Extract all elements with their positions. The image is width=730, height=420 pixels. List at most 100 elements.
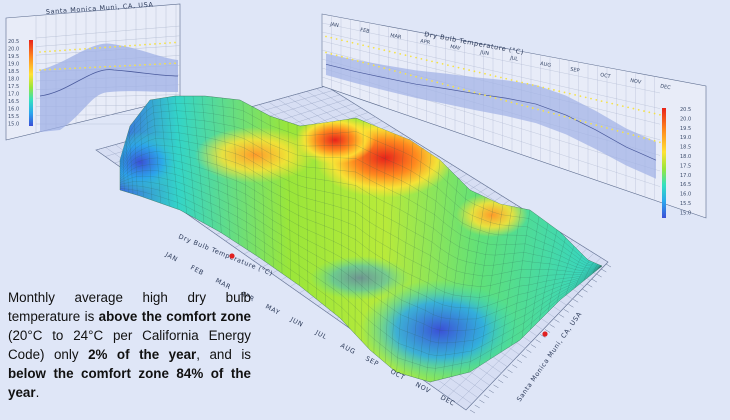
floor-tick <box>549 324 555 328</box>
left-comfort-dot-upper <box>84 47 86 50</box>
left-legend-value: 15.5 <box>8 114 19 120</box>
right-comfort-dot-upper <box>335 38 338 40</box>
surface-mesh-line <box>133 120 138 196</box>
left-comfort-dot-upper <box>104 46 106 49</box>
left-comfort-dot-upper <box>54 50 56 52</box>
surface-mesh-line <box>120 125 602 268</box>
surface-mesh-line <box>251 106 257 256</box>
right-comfort-dot-lower <box>489 95 492 98</box>
right-comfort-dot-lower <box>611 128 614 131</box>
surface-mesh-line <box>120 151 602 287</box>
right-comfort-dot-lower <box>484 94 486 97</box>
left-comfort-dot-upper <box>129 44 131 47</box>
right-comfort-dot-upper <box>341 39 343 42</box>
surface-mesh-line <box>511 209 531 346</box>
left-comfort-dot-lower <box>79 67 81 69</box>
right-comfort-dot-lower <box>505 100 508 102</box>
left-comfort-dot-lower <box>169 62 171 65</box>
right-comfort-dot-lower <box>648 138 651 141</box>
left-comfort-dot-upper <box>59 49 61 52</box>
surface-mesh-line <box>120 110 602 267</box>
marker-right <box>542 331 548 337</box>
right-panel-grid-line <box>321 22 661 94</box>
surface-mesh-line <box>296 124 300 286</box>
right-comfort-dot-upper <box>447 64 449 67</box>
left-comfort-dot-upper <box>144 43 146 46</box>
surface-mesh <box>120 96 602 382</box>
temperature-surface <box>119 95 603 383</box>
right-comfort-dot-upper <box>494 75 497 78</box>
right-comfort-dot-lower <box>606 127 608 129</box>
right-comfort-dot-lower <box>478 92 481 95</box>
left-comfort-dot-upper <box>74 48 76 51</box>
floor-tick <box>469 409 476 414</box>
floor-tick <box>582 289 588 293</box>
right-comfort-dot-upper <box>584 96 587 99</box>
front-month-label: JUL <box>313 328 328 341</box>
right-comfort-dot-lower <box>574 118 576 121</box>
marker-left <box>229 253 235 259</box>
left-comfort-dot-lower <box>109 65 111 68</box>
left-panel-grid-line <box>35 35 181 47</box>
right-comfort-dot-upper <box>643 110 645 112</box>
right-comfort-dot-lower <box>452 85 455 88</box>
left-comfort-dot-upper <box>39 51 41 53</box>
left-legend-value: 16.0 <box>8 107 19 113</box>
left-legend-value: 20.5 <box>8 39 19 45</box>
surface-mesh-line <box>120 164 602 309</box>
right-comfort-dot-upper <box>558 90 561 93</box>
right-comfort-dot-lower <box>579 119 582 122</box>
left-comfort-dot-lower <box>84 66 86 69</box>
left-comfort-dot-upper <box>44 50 46 53</box>
left-comfort-dot-upper <box>79 48 81 51</box>
right-comfort-dot-upper <box>367 45 370 48</box>
surface-mesh-line <box>379 130 387 359</box>
right-panel-month-label: SEP <box>570 67 580 75</box>
surface-mesh-line <box>125 139 129 193</box>
right-comfort-dot-upper <box>399 53 402 55</box>
left-comfort-dot-upper <box>99 46 101 49</box>
right-comfort-dot-upper <box>484 72 486 75</box>
left-comfort-dot-lower <box>124 64 126 67</box>
right-comfort-dot-upper <box>659 113 661 116</box>
left-comfort-dot-lower <box>139 64 141 66</box>
right-comfort-dot-lower <box>547 111 550 114</box>
right-comfort-dot-upper <box>356 43 359 45</box>
right-comfort-dot-upper <box>579 95 582 98</box>
floor-tick <box>483 394 490 399</box>
left-legend-ticks: 20.5 20.019.5 19.018.5 18.017.5 17.016.5 16.0… <box>8 39 19 128</box>
right-legend-value: 18.5 <box>680 145 691 151</box>
surface-mesh-line <box>442 186 468 379</box>
surface-mesh-line <box>120 138 602 272</box>
surface-mesh-line <box>201 96 213 228</box>
right-comfort-dot-lower <box>526 105 529 108</box>
left-legend-value: 16.5 <box>8 99 19 105</box>
left-comfort-dot-lower <box>144 63 146 66</box>
right-comfort-dot-lower <box>441 82 444 85</box>
right-comfort-dot-upper <box>515 80 518 83</box>
right-comfort-dot-upper <box>473 70 476 73</box>
floor-tick <box>601 268 607 273</box>
right-legend-value: 17.5 <box>680 163 691 169</box>
left-comfort-dot-upper <box>169 42 171 44</box>
right-comfort-dot-lower <box>595 124 598 127</box>
left-comfort-dot-upper <box>154 43 156 45</box>
right-comfort-dot-upper <box>457 66 460 69</box>
right-legend-value: 20.5 <box>680 107 691 113</box>
left-comfort-dot-lower <box>59 68 61 70</box>
floor-tick <box>474 404 480 409</box>
surface-mesh-line <box>120 131 602 270</box>
right-comfort-dot-upper <box>595 98 598 101</box>
surface-mesh-line <box>556 245 575 304</box>
right-legend-value: 16.5 <box>680 182 691 188</box>
right-comfort-dot-lower <box>632 134 635 137</box>
caption-highlight-above: above the comfort zone <box>98 309 251 324</box>
left-comfort-dot-lower <box>54 68 56 71</box>
right-panel-month-label: MAY <box>450 44 462 52</box>
surface-mesh-line <box>361 120 364 341</box>
right-comfort-dot-upper <box>425 59 428 62</box>
floor-tick <box>521 354 527 358</box>
left-comfort-dot-lower <box>89 66 91 69</box>
right-comfort-dot-upper <box>325 35 327 38</box>
surface-mesh-line <box>122 149 125 192</box>
